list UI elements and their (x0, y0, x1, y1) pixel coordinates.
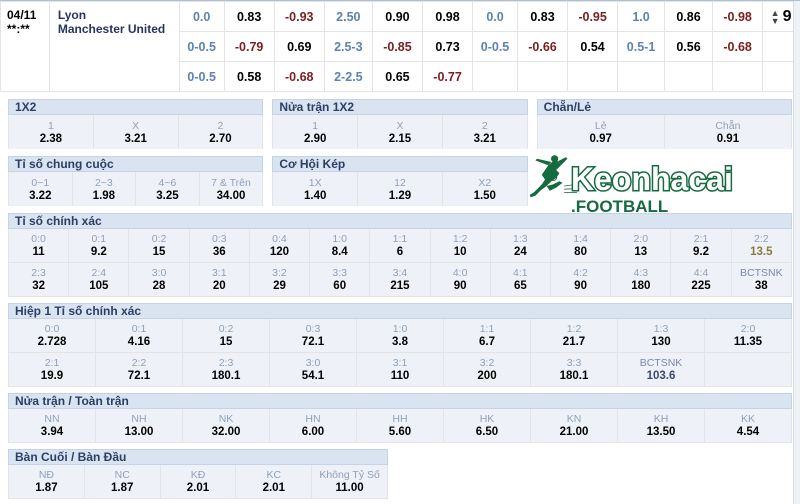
svg-text:.FOOTBALL: .FOOTBALL (571, 197, 668, 216)
svg-text:Keonhacai: Keonhacai (571, 161, 733, 197)
